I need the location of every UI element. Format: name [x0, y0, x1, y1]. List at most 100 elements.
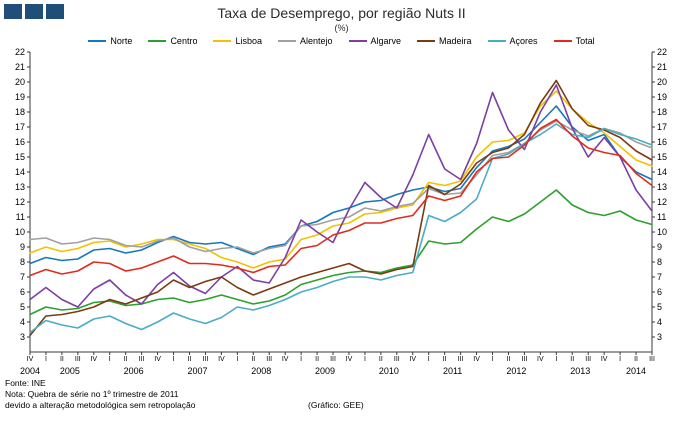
y-axis-label-left: 19 [15, 92, 25, 102]
x-quarter-label: II [570, 356, 574, 363]
x-quarter-label: IV [601, 356, 608, 363]
y-axis-label-left: 20 [15, 77, 25, 87]
y-axis-label-right: 16 [657, 137, 667, 147]
x-year-label: 2005 [60, 366, 80, 376]
legend-item-acores: Açores [487, 36, 538, 46]
y-axis-label-right: 22 [657, 47, 667, 57]
y-axis-label-left: 15 [15, 152, 25, 162]
x-quarter-label: II [443, 356, 447, 363]
x-quarter-label: III [266, 356, 272, 363]
y-axis-label-left: 16 [15, 137, 25, 147]
y-axis-label-right: 13 [657, 182, 667, 192]
x-quarter-label: IV [346, 356, 353, 363]
y-axis-label-right: 9 [657, 242, 662, 252]
chart-legend: Norte Centro Lisboa Alentejo Algarve Madeira A… [0, 36, 683, 46]
y-axis-label-left: 7 [20, 272, 25, 282]
x-year-label: 2008 [251, 366, 271, 376]
legend-marker-madeira [417, 40, 436, 42]
y-axis-label-left: 10 [15, 227, 25, 237]
x-quarter-label: II [188, 356, 192, 363]
x-quarter-label: IV [90, 356, 97, 363]
legend-marker-total [553, 40, 572, 42]
series-line-lisboa [29, 90, 653, 269]
x-year-label: 2006 [124, 366, 144, 376]
legend-label: Centro [170, 36, 198, 46]
x-quarter-label: I [236, 356, 238, 363]
method-note-line2: devido a alteração metodológica sem retr… [5, 400, 196, 410]
x-quarter-label: III [394, 356, 400, 363]
x-quarter-label: I [619, 356, 621, 363]
legend-marker-centro [148, 40, 167, 42]
unemployment-line-chart: 22 22 21 21 20 20 19 19 18 18 17 17 16 16 15 15 14 14 13 13… [15, 47, 667, 376]
y-axis-label-left: 9 [20, 242, 25, 252]
legend-item-alentejo: Alentejo [277, 36, 333, 46]
x-quarter-label: I [428, 356, 430, 363]
y-axis-label-left: 3 [20, 332, 25, 342]
y-axis-label-left: 5 [20, 302, 25, 312]
series-line-acores [29, 123, 653, 334]
logo [4, 4, 64, 19]
y-axis-label-left: 12 [15, 197, 25, 207]
chart-subtitle: (%) [334, 23, 349, 33]
legend-label: Açores [509, 36, 538, 46]
x-quarter-label: III [203, 356, 209, 363]
legend-marker-alentejo [277, 40, 296, 42]
x-quarter-label: I [45, 356, 47, 363]
x-quarter-label: II [60, 356, 64, 363]
logo-square [25, 4, 43, 19]
y-axis-label-left: 4 [20, 317, 25, 327]
legend-marker-algarve [348, 40, 367, 42]
y-axis-label-left: 22 [15, 47, 25, 57]
y-axis-label-right: 12 [657, 197, 667, 207]
legend-item-norte: Norte [88, 36, 132, 46]
x-quarter-label: II [251, 356, 255, 363]
x-quarter-label: IV [218, 356, 225, 363]
x-quarter-label: IV [473, 356, 480, 363]
x-quarter-label: II [315, 356, 319, 363]
legend-marker-lisboa [213, 40, 232, 42]
y-axis-label-right: 4 [657, 317, 662, 327]
y-axis-label-left: 13 [15, 182, 25, 192]
y-axis-label-right: 20 [657, 77, 667, 87]
legend-item-lisboa: Lisboa [213, 36, 262, 46]
series-line-centro [29, 189, 653, 316]
y-axis-label-right: 11 [657, 212, 666, 222]
x-quarter-label: I [300, 356, 302, 363]
y-axis-label-left: 18 [15, 107, 25, 117]
method-note-line1: Nota: Quebra de série no 1º trimestre de… [5, 389, 179, 399]
x-quarter-label: IV [409, 356, 416, 363]
credit-note: (Gráfico: GEE) [308, 400, 364, 410]
x-quarter-label: IV [27, 356, 34, 363]
legend-label: Madeira [439, 36, 472, 46]
x-quarter-label: II [379, 356, 383, 363]
x-quarter-label: III [330, 356, 336, 363]
y-axis-label-right: 8 [657, 257, 662, 267]
series-line-norte [29, 105, 653, 265]
y-axis-label-left: 6 [20, 287, 25, 297]
x-quarter-label: I [492, 356, 494, 363]
legend-item-centro: Centro [148, 36, 197, 46]
y-axis-label-right: 14 [657, 167, 667, 177]
series-line-algarve [29, 84, 653, 308]
x-quarter-label: IV [154, 356, 161, 363]
source-note: Fonte: INE [5, 378, 46, 388]
legend-label: Norte [110, 36, 133, 46]
x-year-label: 2010 [379, 366, 399, 376]
y-axis-label-left: 8 [20, 257, 25, 267]
legend-item-total: Total [553, 36, 595, 46]
x-quarter-label: III [139, 356, 145, 363]
y-axis-label-left: 11 [16, 212, 25, 222]
x-year-label: 2012 [506, 366, 526, 376]
chart-footnotes: Fonte: INE Nota: Quebra de série no 1º t… [5, 378, 195, 411]
x-quarter-label: III [585, 356, 591, 363]
series-line-total [29, 118, 653, 277]
y-axis-label-left: 21 [15, 62, 25, 72]
chart-title: Taxa de Desemprego, por região Nuts II [217, 5, 466, 21]
x-quarter-label: IV [282, 356, 289, 363]
x-quarter-label: II [507, 356, 511, 363]
y-axis-label-right: 6 [657, 287, 662, 297]
y-axis-label-right: 15 [657, 152, 667, 162]
logo-square [46, 4, 64, 19]
x-quarter-label: IV [537, 356, 544, 363]
